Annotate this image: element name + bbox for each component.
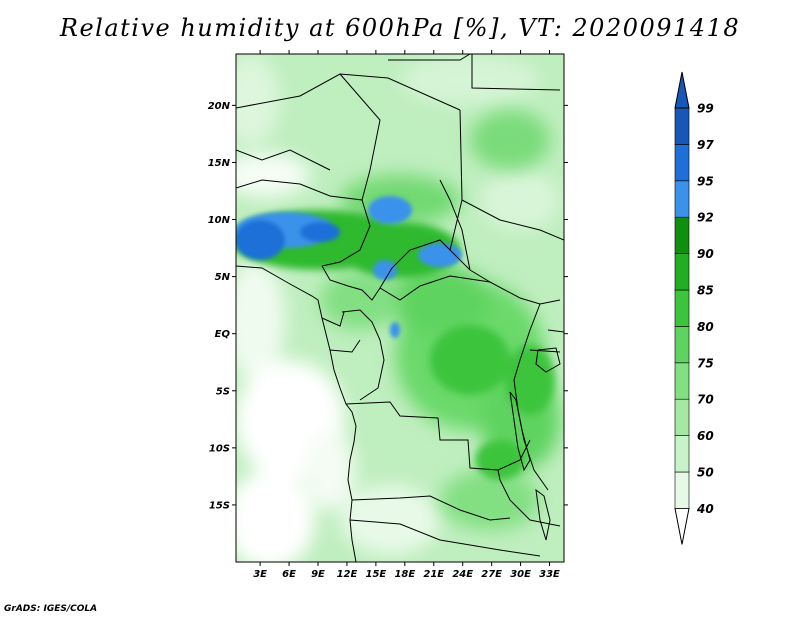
lon-tick-label-9: 30E	[510, 569, 531, 580]
colorbar: 40 50 60 70 75 80 85 90 92 95 97 99	[674, 71, 714, 545]
colorbar-label-11: 99	[697, 102, 714, 116]
colorbar-segment-7	[674, 216, 690, 254]
border-drc-east	[513, 303, 549, 491]
colorbar-label-0: 40	[696, 502, 714, 516]
coastline-west-africa	[236, 265, 357, 562]
colorbar-segment-9	[674, 144, 690, 182]
lon-tick-label-1: 6E	[282, 569, 296, 580]
colorbar-segment-4	[674, 326, 690, 364]
colorbar-segment-3	[674, 362, 690, 400]
lon-tick-label-2: 9E	[311, 569, 325, 580]
colorbar-label-9: 95	[697, 174, 714, 188]
lat-tick-label-0: 20N	[208, 101, 231, 112]
colorbar-segment-0	[674, 471, 690, 509]
border-niger-chad	[339, 73, 381, 201]
lat-tick-label-4: EQ	[215, 329, 231, 340]
border-angola-south	[351, 495, 511, 521]
lake-tanganyika	[509, 391, 531, 472]
lat-tick-label-5: 5S	[216, 386, 230, 397]
lon-tick-label-6: 21E	[423, 569, 444, 580]
colorbar-label-3: 70	[697, 393, 714, 407]
colorbar-label-5: 80	[697, 320, 714, 334]
colorbar-label-10: 97	[697, 138, 714, 152]
field-dry-zones	[236, 55, 560, 562]
colorbar-arrow-high	[674, 71, 690, 109]
colorbar-label-6: 85	[697, 284, 714, 298]
lon-tick-label-0: 3E	[253, 569, 267, 580]
lat-tick-label-3: 5N	[215, 272, 231, 283]
lon-tick-label-3: 12E	[337, 569, 358, 580]
colorbar-label-2: 60	[697, 429, 714, 443]
lake-victoria	[535, 347, 561, 373]
lon-tick-label-7: 24E	[452, 569, 473, 580]
chart-title: Relative humidity at 600hPa [%], VT: 202…	[59, 14, 741, 42]
colorbar-label-1: 50	[697, 466, 714, 480]
border-sudan	[461, 54, 564, 241]
lat-tick-label-2: 10N	[208, 215, 231, 226]
border-car-drc	[379, 275, 541, 305]
colorbar-segment-6	[674, 253, 690, 291]
colorbar-segment-10	[674, 107, 690, 145]
colorbar-arrow-low	[674, 507, 690, 545]
colorbar-segment-1	[674, 435, 690, 473]
border-angola	[345, 401, 501, 481]
latitude-axis: 20N 15N 10N 5N EQ 5S 10S 15S	[208, 101, 568, 511]
border-chad-east	[439, 179, 471, 271]
border-sahel	[236, 149, 331, 171]
colorbar-label-4: 75	[697, 356, 714, 370]
lon-tick-label-8: 27E	[481, 569, 502, 580]
border-uganda-kenya	[529, 299, 564, 353]
lake-malawi	[535, 488, 551, 541]
border-gabon	[321, 311, 361, 353]
border-nigeria	[236, 179, 371, 267]
border-namibia	[349, 519, 541, 557]
lon-tick-label-4: 15E	[366, 569, 387, 580]
lat-tick-label-6: 10S	[209, 443, 230, 454]
colorbar-segment-8	[674, 180, 690, 218]
colorbar-label-8: 92	[697, 211, 714, 225]
lat-tick-label-1: 15N	[208, 158, 231, 169]
lon-tick-label-5: 18E	[394, 569, 415, 580]
map-frame	[235, 53, 565, 563]
grads-credit: GrADS: IGES/COLA	[4, 604, 98, 614]
lat-tick-label-7: 15S	[209, 500, 230, 511]
colorbar-segment-2	[674, 398, 690, 436]
longitude-axis: 3E 6E 9E 12E 15E 18E 21E 24E 27E 30E 33E	[253, 50, 560, 580]
lon-tick-label-10: 33E	[539, 569, 560, 580]
colorbar-segment-5	[674, 289, 690, 327]
field-saturated-zones	[236, 196, 462, 338]
country-borders	[236, 54, 564, 562]
border-congo	[341, 309, 385, 401]
colorbar-label-7: 90	[697, 247, 714, 261]
humidity-field	[236, 54, 564, 562]
